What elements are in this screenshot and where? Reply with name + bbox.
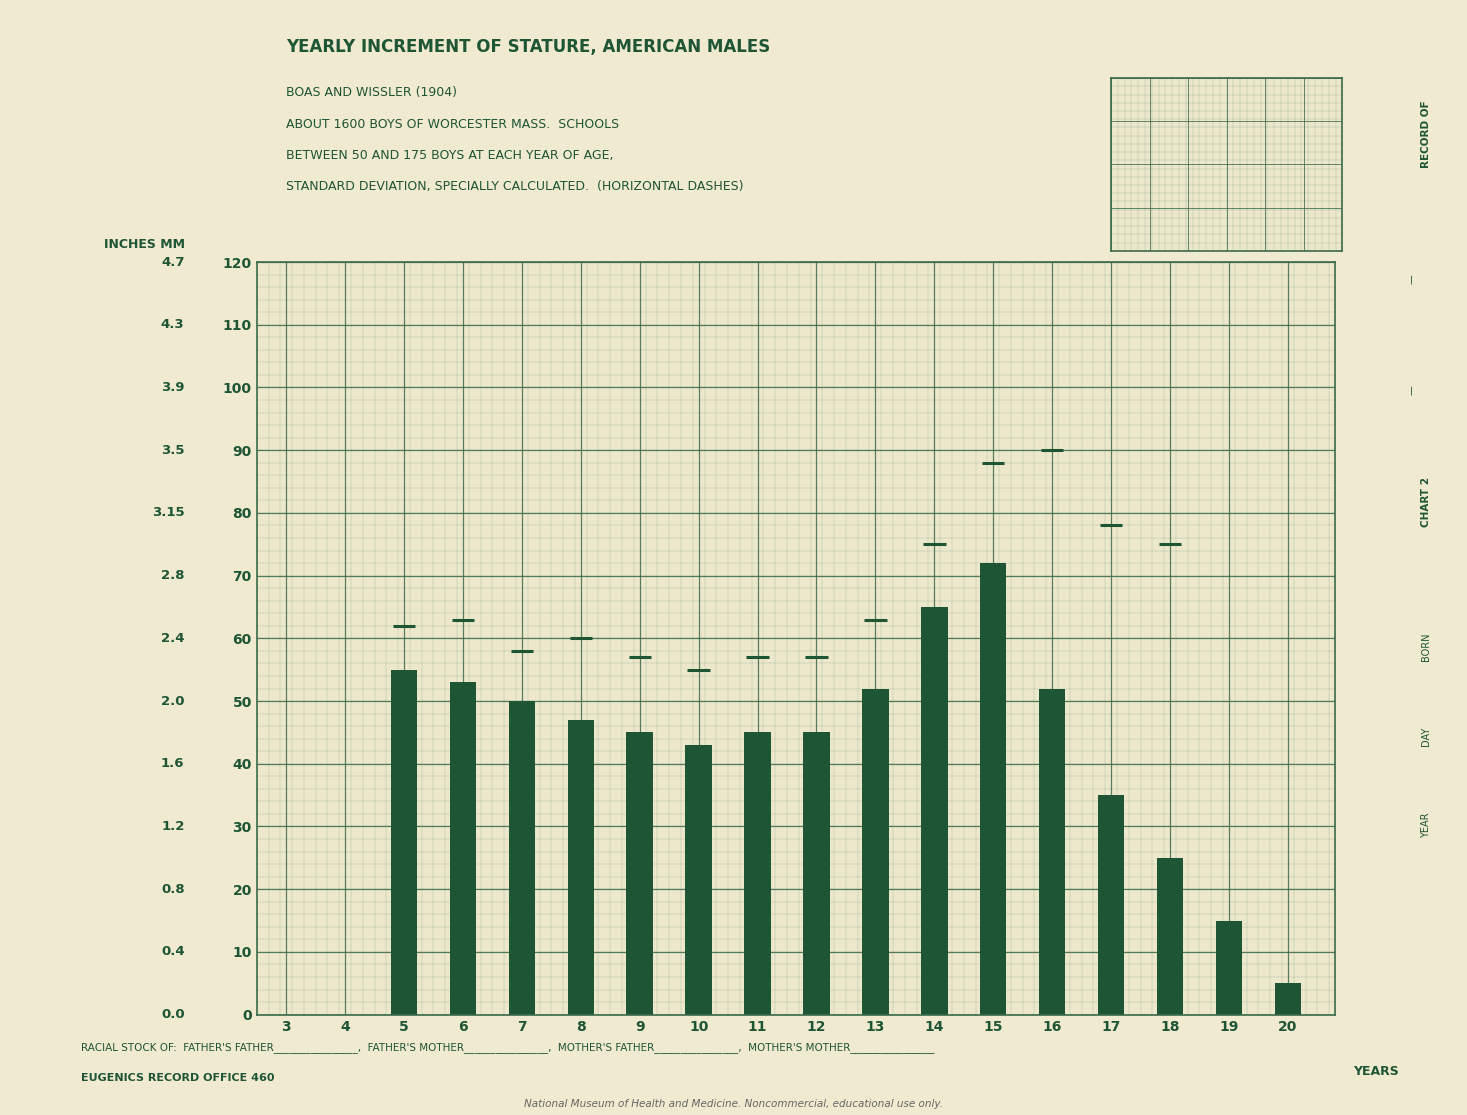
Text: BORN: BORN [1422, 632, 1430, 661]
Text: 4.3: 4.3 [161, 318, 185, 331]
Text: 0.4: 0.4 [161, 946, 185, 959]
Bar [685, 745, 711, 1015]
Text: 4.7: 4.7 [161, 255, 185, 269]
Text: 1.6: 1.6 [161, 757, 185, 770]
Bar [744, 733, 770, 1015]
Text: —: — [1407, 386, 1416, 395]
Text: RACIAL STOCK OF:  FATHER'S FATHER________________,  FATHER'S MOTHER_____________: RACIAL STOCK OF: FATHER'S FATHER________… [81, 1043, 934, 1054]
Bar [1275, 983, 1301, 1015]
Text: BETWEEN 50 AND 175 BOYS AT EACH YEAR OF AGE,: BETWEEN 50 AND 175 BOYS AT EACH YEAR OF … [286, 148, 613, 162]
Text: 3.15: 3.15 [153, 506, 185, 520]
Text: YEAR: YEAR [1422, 813, 1430, 837]
Bar [626, 733, 653, 1015]
Text: 2.4: 2.4 [161, 632, 185, 644]
Bar [1039, 689, 1065, 1015]
Text: ABOUT 1600 BOYS OF WORCESTER MASS.  SCHOOLS: ABOUT 1600 BOYS OF WORCESTER MASS. SCHOO… [286, 117, 619, 130]
Bar [450, 682, 477, 1015]
Text: INCHES MM: INCHES MM [104, 237, 185, 251]
Bar [509, 701, 535, 1015]
Text: National Museum of Health and Medicine. Noncommercial, educational use only.: National Museum of Health and Medicine. … [524, 1099, 943, 1109]
Text: 0.0: 0.0 [161, 1008, 185, 1021]
Text: 2.8: 2.8 [161, 569, 185, 582]
Text: CHART 2: CHART 2 [1422, 477, 1430, 526]
Text: EUGENICS RECORD OFFICE 460: EUGENICS RECORD OFFICE 460 [81, 1073, 274, 1083]
Bar [804, 733, 830, 1015]
Text: —: — [1407, 274, 1416, 283]
Text: DAY: DAY [1422, 726, 1430, 746]
Bar [1097, 795, 1124, 1015]
Bar [980, 563, 1006, 1015]
Bar [390, 670, 417, 1015]
Bar [1216, 921, 1243, 1015]
Text: BOAS AND WISSLER (1904): BOAS AND WISSLER (1904) [286, 86, 458, 99]
Bar [1157, 857, 1184, 1015]
Bar [863, 689, 889, 1015]
Bar [921, 607, 948, 1015]
Text: YEARLY INCREMENT OF STATURE, AMERICAN MALES: YEARLY INCREMENT OF STATURE, AMERICAN MA… [286, 38, 770, 56]
Text: 1.2: 1.2 [161, 820, 185, 833]
Text: RECORD OF: RECORD OF [1422, 100, 1430, 167]
Text: 3.5: 3.5 [161, 444, 185, 457]
Text: YEARS: YEARS [1353, 1065, 1398, 1077]
Text: STANDARD DEVIATION, SPECIALLY CALCULATED.  (HORIZONTAL DASHES): STANDARD DEVIATION, SPECIALLY CALCULATED… [286, 180, 744, 193]
Text: 0.8: 0.8 [161, 883, 185, 895]
Bar [568, 720, 594, 1015]
Text: 2.0: 2.0 [161, 695, 185, 708]
Text: 3.9: 3.9 [161, 381, 185, 394]
